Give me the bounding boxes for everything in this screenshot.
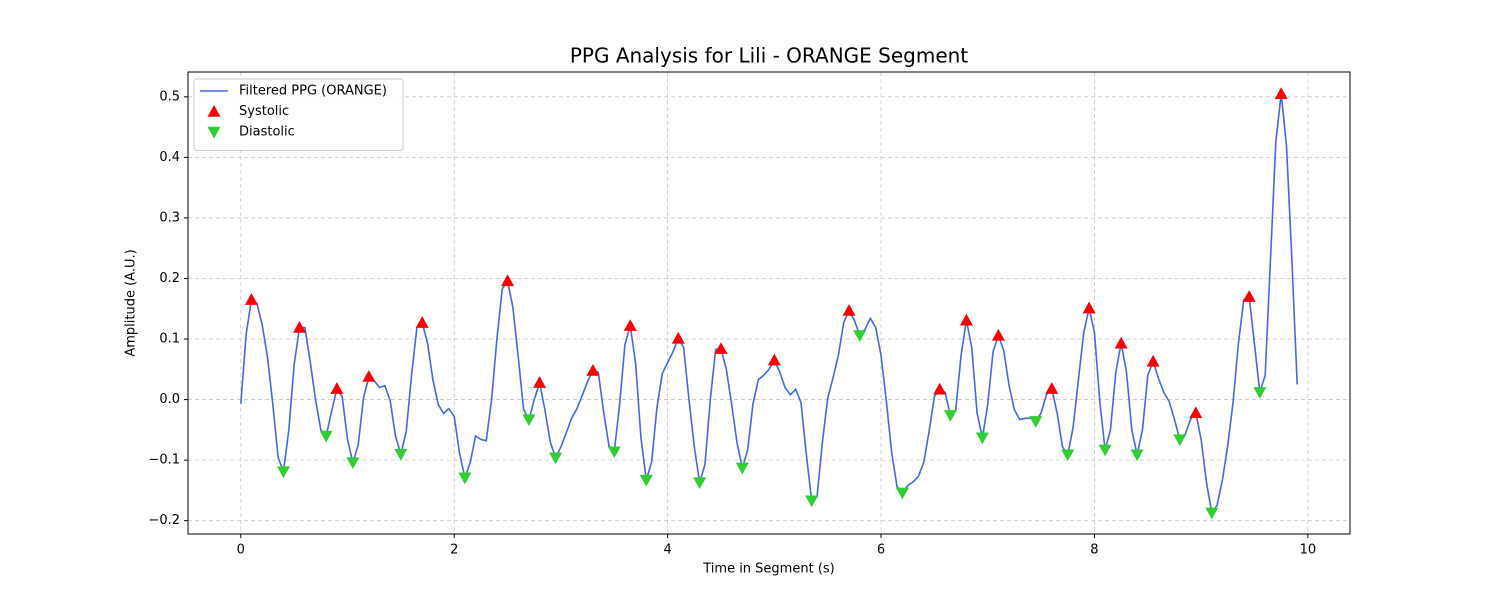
- peak-marker: [533, 376, 547, 388]
- y-tick-label: 0.3: [159, 210, 180, 225]
- peak-marker: [639, 474, 653, 487]
- x-tick-label: 8: [1090, 543, 1098, 558]
- legend-box: [193, 78, 404, 151]
- legend-label: Diastolic: [239, 125, 295, 140]
- peak-marker: [805, 495, 819, 508]
- peak-marker: [458, 472, 472, 485]
- x-axis-label: Time in Segment (s): [702, 562, 834, 577]
- peak-marker: [244, 293, 258, 305]
- peak-marker: [415, 316, 429, 328]
- x-tick-label: 10: [1300, 543, 1317, 558]
- peak-marker: [293, 321, 307, 333]
- peak-marker: [276, 466, 290, 479]
- peak-marker: [1114, 336, 1128, 349]
- plot-frame: [187, 71, 1351, 535]
- y-tick-label: −0.1: [148, 453, 180, 468]
- peak-marker: [346, 457, 360, 470]
- y-tick-label: 0.1: [159, 332, 180, 347]
- peak-marker: [767, 353, 781, 366]
- chart-title: PPG Analysis for Lili - ORANGE Segment: [570, 44, 968, 68]
- peak-marker: [933, 382, 947, 395]
- x-tick-label: 6: [877, 543, 885, 558]
- peak-marker: [607, 446, 621, 459]
- x-tick-label: 4: [663, 543, 671, 558]
- y-tick-label: 0.2: [159, 271, 180, 286]
- peak-marker: [1173, 434, 1187, 447]
- peak-marker: [623, 319, 637, 331]
- legend-marker: [207, 105, 221, 117]
- peak-marker: [330, 382, 344, 394]
- peak-marker: [319, 430, 333, 443]
- y-tick-label: 0.0: [159, 392, 180, 407]
- y-tick-label: −0.2: [148, 513, 180, 528]
- peak-marker: [1146, 354, 1160, 367]
- peak-marker: [943, 410, 957, 422]
- peak-marker: [394, 448, 408, 461]
- peak-marker: [549, 452, 563, 465]
- peak-marker: [671, 331, 685, 344]
- y-tick-label: 0.4: [159, 150, 180, 165]
- peak-marker: [586, 364, 600, 376]
- peak-marker: [975, 432, 989, 445]
- peak-marker: [1189, 406, 1203, 419]
- legend-label: Filtered PPG (ORANGE): [239, 84, 387, 99]
- peak-marker: [362, 370, 376, 382]
- peak-marker: [1061, 449, 1075, 462]
- y-axis-label: Amplitude (A.U.): [124, 249, 139, 356]
- peak-marker: [1098, 444, 1112, 457]
- peak-marker: [1029, 416, 1043, 428]
- peak-marker: [895, 487, 909, 500]
- peak-marker: [714, 342, 728, 354]
- peak-marker: [959, 313, 973, 326]
- peak-marker: [1130, 449, 1144, 462]
- peak-marker: [693, 477, 707, 490]
- peak-marker: [1274, 87, 1288, 99]
- y-tick-label: 0.5: [159, 89, 180, 104]
- peak-marker: [1205, 507, 1219, 520]
- peak-marker: [1242, 290, 1256, 302]
- peak-marker: [853, 330, 867, 342]
- x-tick-label: 0: [237, 543, 245, 558]
- legend-label: Systolic: [239, 104, 289, 119]
- peak-marker: [1082, 301, 1096, 314]
- peak-marker: [522, 414, 536, 427]
- x-tick-label: 2: [450, 543, 458, 558]
- peak-marker: [991, 328, 1005, 341]
- peak-marker: [1045, 382, 1059, 394]
- peak-marker: [501, 274, 515, 287]
- peak-marker: [1253, 387, 1267, 399]
- legend-marker: [207, 126, 221, 139]
- peak-marker: [842, 304, 856, 316]
- peak-marker: [735, 462, 749, 475]
